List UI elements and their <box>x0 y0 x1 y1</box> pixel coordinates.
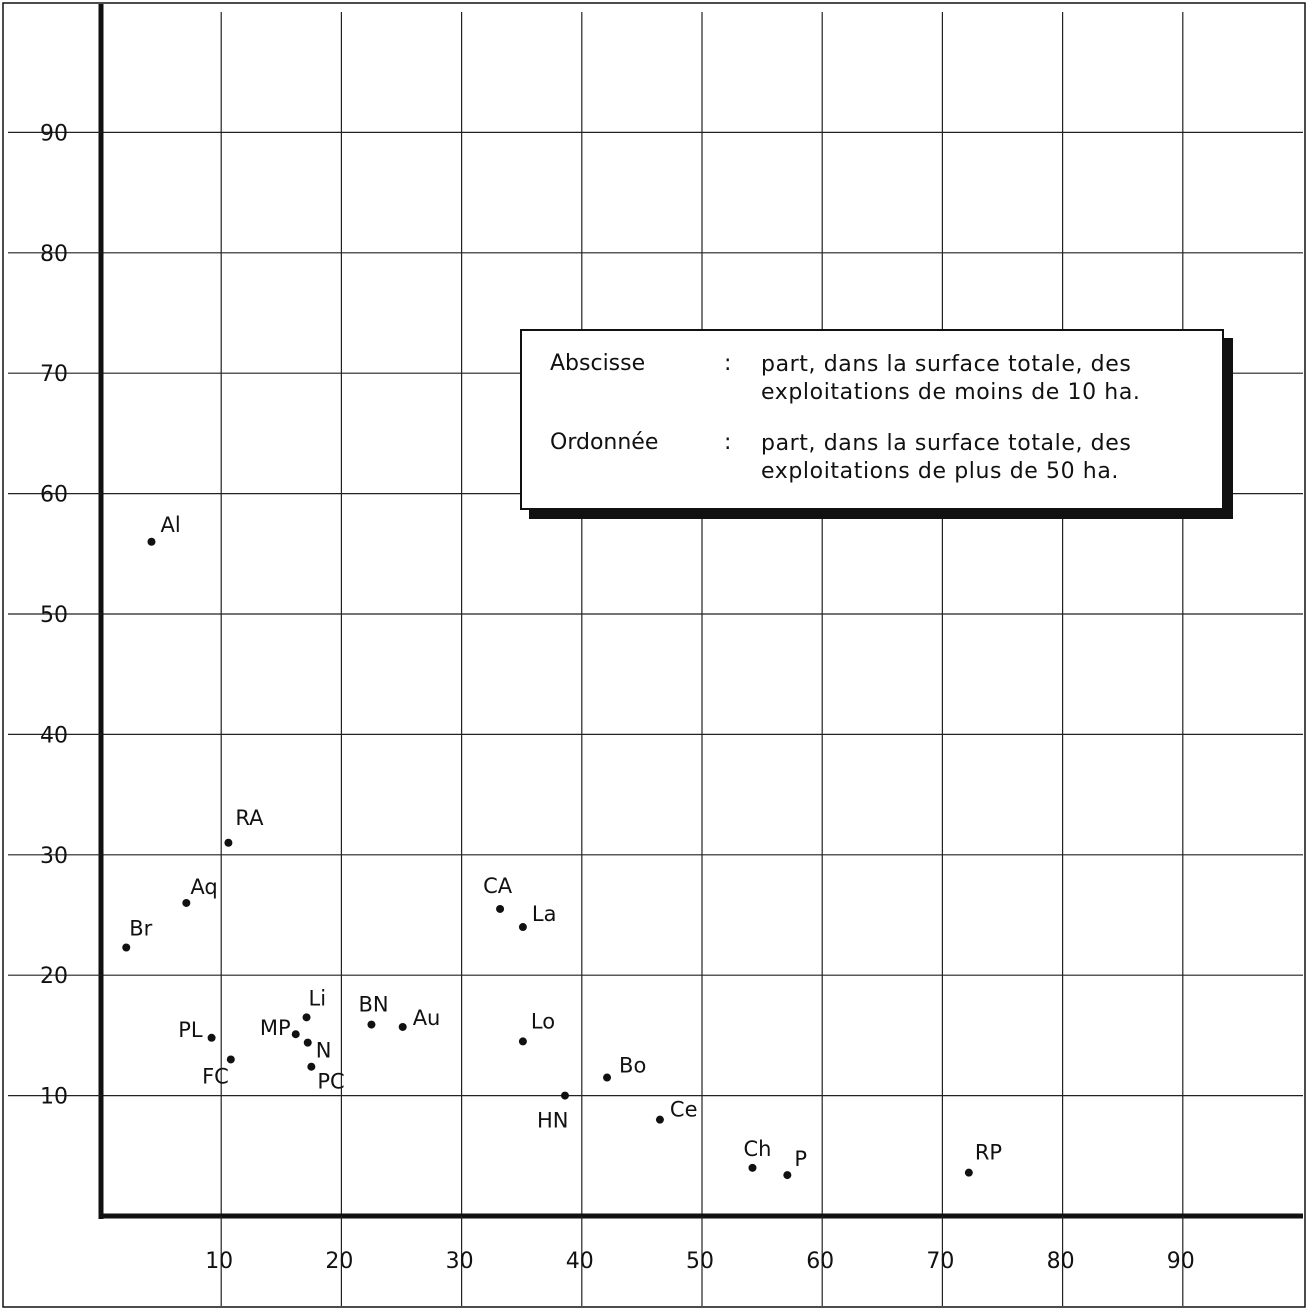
legend-term: Abscisse <box>550 351 646 376</box>
point-label: CA <box>483 874 513 898</box>
y-tick-label: 20 <box>40 964 68 989</box>
legend-colon: : <box>724 351 732 376</box>
y-tick-label: 40 <box>40 723 68 748</box>
point-label: Br <box>129 917 152 941</box>
data-point <box>302 1013 311 1022</box>
x-tick-label: 40 <box>566 1249 594 1274</box>
point-label: MP <box>260 1016 291 1040</box>
point-label: Aq <box>190 875 217 899</box>
data-point <box>122 943 131 952</box>
point-label: Ch <box>743 1137 771 1161</box>
data-point <box>518 1037 527 1046</box>
y-tick-label: 30 <box>40 844 68 869</box>
y-tick-label: 60 <box>40 483 68 508</box>
data-point <box>518 923 527 932</box>
data-point <box>226 1055 235 1064</box>
data-point <box>307 1062 316 1071</box>
point-label: N <box>316 1039 332 1063</box>
y-tick-label: 10 <box>40 1085 68 1110</box>
legend-description: part, dans la surface totale, des exploi… <box>761 431 1132 484</box>
data-point <box>224 838 233 847</box>
data-point <box>291 1030 300 1039</box>
data-point <box>207 1033 216 1042</box>
point-label: PC <box>317 1070 344 1094</box>
point-label: Lo <box>531 1009 555 1033</box>
point-label: PL <box>178 1018 203 1042</box>
y-tick-label: 80 <box>40 242 68 267</box>
y-tick-label: 70 <box>40 362 68 387</box>
legend-box: Abscisse : part, dans la surface totale,… <box>520 329 1224 510</box>
x-tick-label: 50 <box>686 1249 714 1274</box>
data-point <box>560 1091 569 1100</box>
point-label: P <box>794 1147 807 1171</box>
point-label: HN <box>537 1109 569 1133</box>
data-point <box>303 1038 312 1047</box>
data-point <box>655 1115 664 1124</box>
x-tick-label: 60 <box>806 1249 834 1274</box>
x-tick-label: 90 <box>1167 1249 1195 1274</box>
y-tick-label: 90 <box>40 121 68 146</box>
data-point <box>783 1171 792 1180</box>
legend-colon: : <box>724 430 732 455</box>
point-label: Li <box>309 986 327 1010</box>
data-point <box>147 537 156 546</box>
point-label: RA <box>235 806 264 830</box>
tick-labels: 10 20 30 40 50 60 70 80 90 10 20 30 40 50 60 70 80 90 <box>40 121 1195 1274</box>
point-label: Ce <box>670 1098 698 1122</box>
x-tick-label: 20 <box>325 1249 353 1274</box>
data-point <box>964 1168 973 1177</box>
legend-description: part, dans la surface totale, des exploi… <box>761 352 1141 405</box>
point-label: Au <box>413 1006 441 1030</box>
x-tick-label: 70 <box>926 1249 954 1274</box>
data-point <box>496 904 505 913</box>
data-point <box>182 898 191 907</box>
data-points: Al RA Aq Br PL FC MP Li N PC BN Au CA La Lo HN Bo Ce Ch P RP <box>122 513 1002 1180</box>
legend-term: Ordonnée <box>550 430 659 455</box>
point-label: La <box>532 902 557 926</box>
x-tick-label: 10 <box>205 1249 233 1274</box>
data-point <box>367 1020 376 1029</box>
data-point <box>603 1073 612 1082</box>
point-label: RP <box>975 1141 1002 1165</box>
point-label: Bo <box>619 1054 646 1078</box>
data-point <box>748 1163 757 1172</box>
point-label: Al <box>160 513 180 537</box>
grid <box>101 12 1303 1216</box>
y-tick-label: 50 <box>40 603 68 628</box>
point-label: BN <box>358 993 388 1017</box>
x-tick-label: 30 <box>446 1249 474 1274</box>
point-label: FC <box>202 1064 229 1088</box>
data-point <box>398 1022 407 1031</box>
x-tick-label: 80 <box>1047 1249 1075 1274</box>
